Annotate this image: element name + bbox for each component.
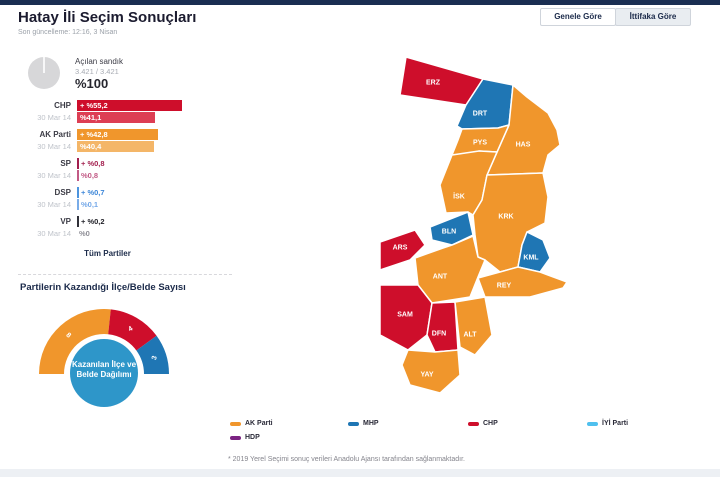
party-result-sp: SP + %0,8 30 Mar 14 %0,8: [20, 158, 270, 181]
party-row-label: VP: [60, 217, 71, 226]
ballot-percent: %100: [75, 76, 109, 91]
all-parties-link[interactable]: Tüm Partiler: [84, 249, 131, 258]
party-vote-bar: + %42,8: [77, 129, 159, 140]
ballot-pie-icon: [28, 57, 60, 89]
legend-item-ak-parti: AK Parti: [230, 420, 273, 427]
legend-item-iyi-parti: İYİ Parti: [587, 420, 628, 427]
party-row-label: 30 Mar 14: [37, 229, 71, 238]
party-vote-value: %0,8: [81, 171, 99, 180]
party-row-label: AK Parti: [39, 130, 71, 139]
map-district-rey[interactable]: [477, 266, 568, 298]
party-vote-bar: %41,1: [77, 112, 156, 123]
party-vote-bar: + %55,2: [77, 100, 182, 111]
party-vote-bar: + %0,7: [77, 187, 105, 198]
legend-item-hdp: HDP: [230, 434, 260, 441]
ballot-count: 3.421 / 3.421: [75, 67, 119, 76]
top-navy-bar: [0, 0, 720, 5]
legend-label: AK Parti: [245, 420, 273, 427]
party-row-label: DSP: [54, 188, 71, 197]
party-vote-bar: + %0,8: [77, 158, 105, 169]
party-vote-value: %0: [79, 229, 90, 238]
page-title: Hatay İli Seçim Sonuçları: [18, 9, 197, 26]
party-vote-bar: %40,4: [77, 141, 154, 152]
map-district-ant[interactable]: [414, 235, 486, 304]
map-district-alt[interactable]: [454, 296, 493, 356]
legend-label: İYİ Parti: [602, 420, 629, 427]
party-row-label: 30 Mar 14: [37, 142, 71, 151]
party-vote-value: %0,1: [81, 200, 99, 209]
party-vote-value: %40,4: [80, 142, 102, 151]
party-vote-value: + %0,2: [81, 217, 105, 226]
map-district-ars[interactable]: [380, 229, 426, 271]
party-result-vp: VP + %0,2 30 Mar 14 %0: [20, 216, 270, 239]
legend-label: CHP: [483, 420, 498, 427]
bottom-strip: [0, 469, 720, 477]
map-district-dfn[interactable]: [426, 301, 459, 353]
section-divider: [18, 274, 232, 275]
party-row-label: 30 Mar 14: [37, 171, 71, 180]
donut-slice-ak-parti[interactable]: [39, 309, 111, 374]
party-vote-value: + %0,8: [81, 159, 105, 168]
party-vote-bar: %0,8: [77, 170, 98, 181]
party-vote-value: + %42,8: [80, 130, 108, 139]
party-vote-value: + %0,7: [81, 188, 105, 197]
party-vote-bar: + %0,2: [77, 216, 105, 227]
party-vote-value: %41,1: [80, 113, 102, 122]
map-district-sam[interactable]: [380, 284, 433, 351]
party-row-label: SP: [60, 159, 71, 168]
legend-label: MHP: [363, 420, 379, 427]
ballot-opened-label: Açılan sandık: [75, 57, 124, 66]
district-share-donut: 843: [39, 309, 169, 407]
legend-swatch: [468, 421, 479, 426]
district-summary-title: Partilerin Kazandığı İlçe/Belde Sayısı: [20, 282, 186, 293]
legend-swatch: [230, 435, 241, 440]
party-vote-value: + %55,2: [80, 101, 108, 110]
source-footnote: * 2019 Yerel Seçimi sonuç verileri Anado…: [228, 456, 465, 463]
legend-swatch: [230, 421, 241, 426]
legend-item-mhp: MHP: [348, 420, 379, 427]
map-district-yay[interactable]: [401, 349, 461, 394]
party-vote-bar: %0: [77, 228, 90, 239]
view-toggle-ittifaka-button[interactable]: İttifaka Göre: [615, 8, 691, 26]
donut-center-circle: [70, 339, 138, 407]
last-updated: Son güncelleme: 12:16, 3 Nisan: [18, 29, 118, 36]
donut-slice-mhp[interactable]: [136, 335, 169, 374]
party-row-label: 30 Mar 14: [37, 200, 71, 209]
party-result-dsp: DSP + %0,7 30 Mar 14 %0,1: [20, 187, 270, 210]
party-result-chp: CHP + %55,2 30 Mar 14 %41,1: [20, 100, 270, 123]
party-vote-bar: %0,1: [77, 199, 98, 210]
legend-item-chp: CHP: [468, 420, 498, 427]
view-toggle-genele-button[interactable]: Genele Göre: [540, 8, 616, 26]
party-row-label: CHP: [54, 101, 71, 110]
legend-label: HDP: [245, 434, 260, 441]
donut-slice-chp[interactable]: [108, 309, 157, 351]
party-results-list: CHP + %55,2 30 Mar 14 %41,1 AK Parti + %42,8 3…: [20, 100, 270, 245]
party-row-label: 30 Mar 14: [37, 113, 71, 122]
legend-swatch: [587, 421, 598, 426]
party-result-ak-parti: AK Parti + %42,8 30 Mar 14 %40,4: [20, 129, 270, 152]
view-toggle-group: Genele Göre İttifaka Göre: [540, 8, 691, 26]
legend-swatch: [348, 421, 359, 426]
